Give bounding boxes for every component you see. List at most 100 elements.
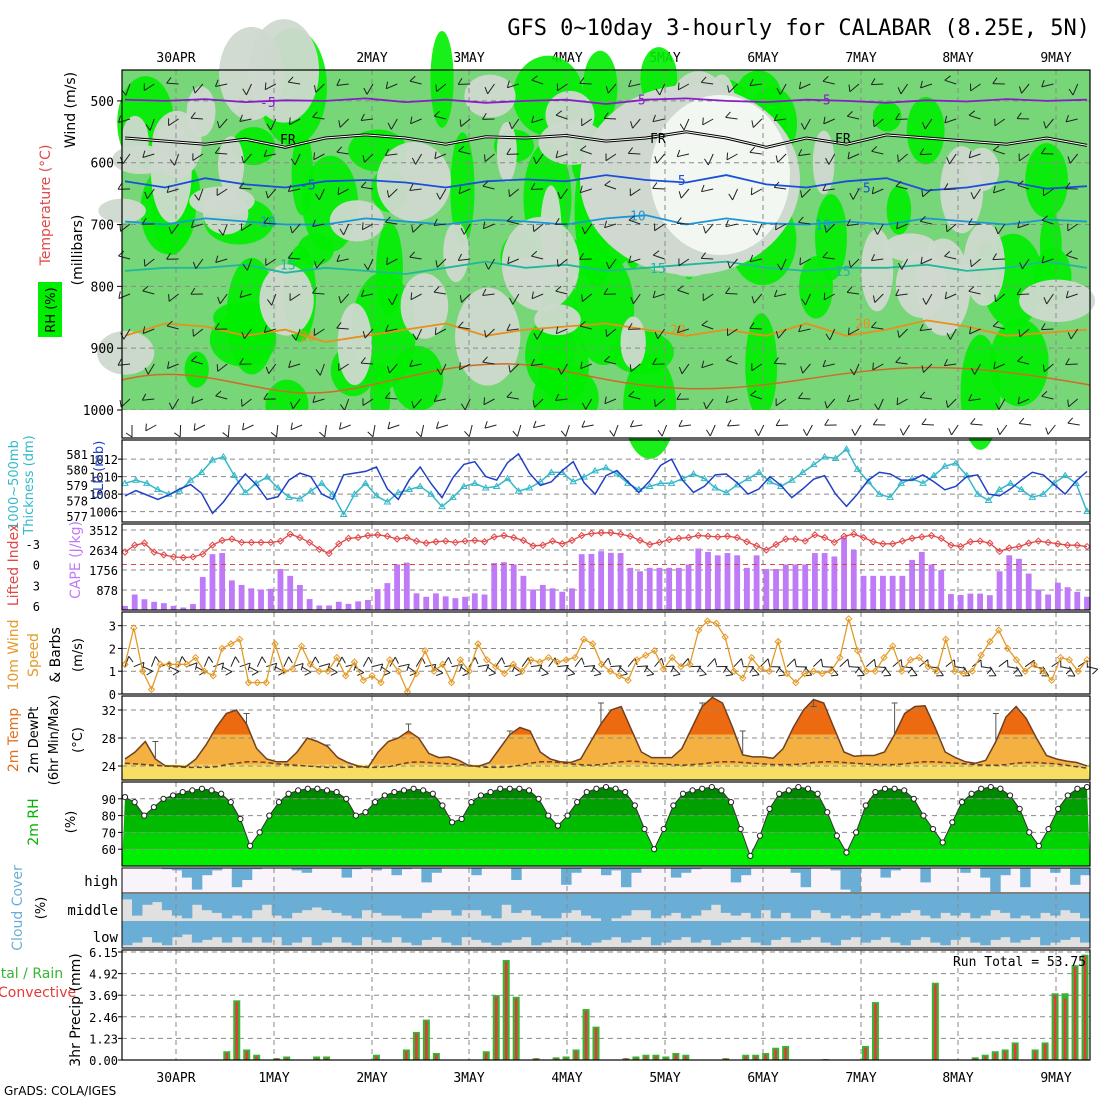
barb-flag	[830, 674, 839, 677]
wind-barb	[1065, 114, 1078, 123]
barb-shaft	[707, 153, 714, 166]
wind-barb	[579, 185, 592, 194]
barb-flag	[341, 656, 346, 664]
rh-blob-dry	[186, 86, 216, 137]
barb-flag	[239, 357, 244, 365]
barb-shaft	[268, 363, 277, 375]
barb-flag	[190, 355, 198, 362]
barb-shaft	[727, 328, 738, 337]
barb-shaft	[118, 363, 131, 366]
cape-bar	[909, 559, 915, 610]
barb-flag	[628, 79, 632, 87]
barb-flag	[980, 659, 982, 668]
barb-flag	[823, 292, 826, 300]
barb-shaft	[1065, 363, 1078, 366]
barb-flag	[657, 429, 663, 437]
barb-flag	[483, 397, 486, 405]
thickness-point	[984, 496, 993, 503]
cloud-bar-middle	[461, 894, 472, 911]
barb-flag	[288, 360, 292, 368]
lifted-point	[140, 539, 149, 547]
wind-barb	[531, 115, 544, 124]
wind-barb	[143, 258, 155, 267]
wind-barb	[749, 322, 762, 330]
thickness-point	[1028, 493, 1037, 500]
cloud-bar-high	[301, 868, 313, 873]
wind-barb	[579, 320, 592, 330]
wind-barb	[533, 328, 544, 340]
barb-shaft	[451, 664, 463, 668]
wind-barb	[482, 288, 495, 296]
rh-point	[429, 790, 436, 797]
precip-tick-label: 0.00	[89, 1054, 118, 1068]
barb-shaft	[319, 363, 325, 376]
wind-barb	[581, 223, 593, 235]
barb-shaft	[725, 292, 738, 295]
precip-convective-bar	[664, 1058, 668, 1060]
barb-flag	[676, 217, 682, 224]
isotherm-label: -5	[815, 94, 831, 109]
cloud-bar-low	[401, 921, 412, 943]
barb-flag	[436, 672, 444, 677]
wind-barb	[872, 118, 884, 128]
barb-shaft	[482, 293, 495, 296]
barb-shaft	[919, 328, 932, 332]
wind-barb	[240, 223, 252, 231]
wind-barb	[265, 188, 277, 199]
barb-flag	[629, 188, 631, 196]
barb-flag	[946, 157, 950, 165]
barb-flag	[263, 149, 268, 157]
wind-barb	[458, 186, 471, 195]
barb-flag	[458, 186, 461, 194]
cape-bar	[607, 552, 614, 610]
day-label-top: 30APR	[156, 51, 195, 66]
lifted-point	[927, 531, 936, 540]
barb-shaft	[829, 328, 836, 341]
cloud-bar-middle	[810, 894, 822, 911]
barb-flag	[701, 360, 705, 368]
lifted-point	[743, 538, 751, 546]
rh-point	[670, 802, 677, 809]
lifted-point	[558, 540, 566, 548]
isotherm-label: FR	[650, 132, 666, 147]
wind-barb	[606, 258, 617, 270]
wind-barb	[361, 222, 374, 231]
barb-shaft	[362, 656, 370, 667]
cape-bar	[977, 593, 984, 610]
wind-barb	[921, 188, 933, 198]
rh-point	[410, 785, 417, 792]
barb-flag	[512, 430, 518, 437]
wind-barb	[192, 83, 204, 94]
wind-barb	[698, 666, 707, 677]
barb-shaft	[460, 118, 471, 127]
cape-bar	[481, 594, 488, 610]
rh-point	[756, 832, 764, 839]
cloud-bar-middle	[960, 894, 971, 913]
lifted-point	[403, 533, 411, 542]
barb-flag	[778, 674, 786, 677]
wind-speed-point	[800, 669, 809, 678]
cloud-bar-low	[421, 921, 432, 940]
thickness-point	[274, 484, 282, 491]
barb-flag	[604, 180, 611, 186]
barb-shaft	[416, 328, 423, 341]
barb-flag	[482, 180, 489, 187]
cloud-bar-low	[461, 921, 472, 938]
rh-point	[420, 787, 427, 794]
wind-barb	[839, 658, 850, 668]
lifted-point	[976, 537, 984, 545]
barb-flag	[1065, 182, 1071, 189]
barb-shaft	[215, 258, 228, 263]
day-label-bottom: 6MAY	[747, 1071, 778, 1086]
wind-barb	[195, 666, 206, 676]
barb-shaft	[289, 293, 301, 301]
isotherm-label: 20	[300, 330, 316, 345]
wind-barb	[727, 83, 738, 93]
thickness-point	[427, 490, 435, 497]
cloud-bar-middle	[700, 894, 712, 911]
cape-bar	[452, 598, 459, 610]
thickness-point	[1083, 507, 1091, 514]
barb-flag	[919, 215, 926, 222]
cloud-bar-middle	[740, 894, 752, 913]
temp-label-2: 2m DewPt	[27, 707, 42, 774]
